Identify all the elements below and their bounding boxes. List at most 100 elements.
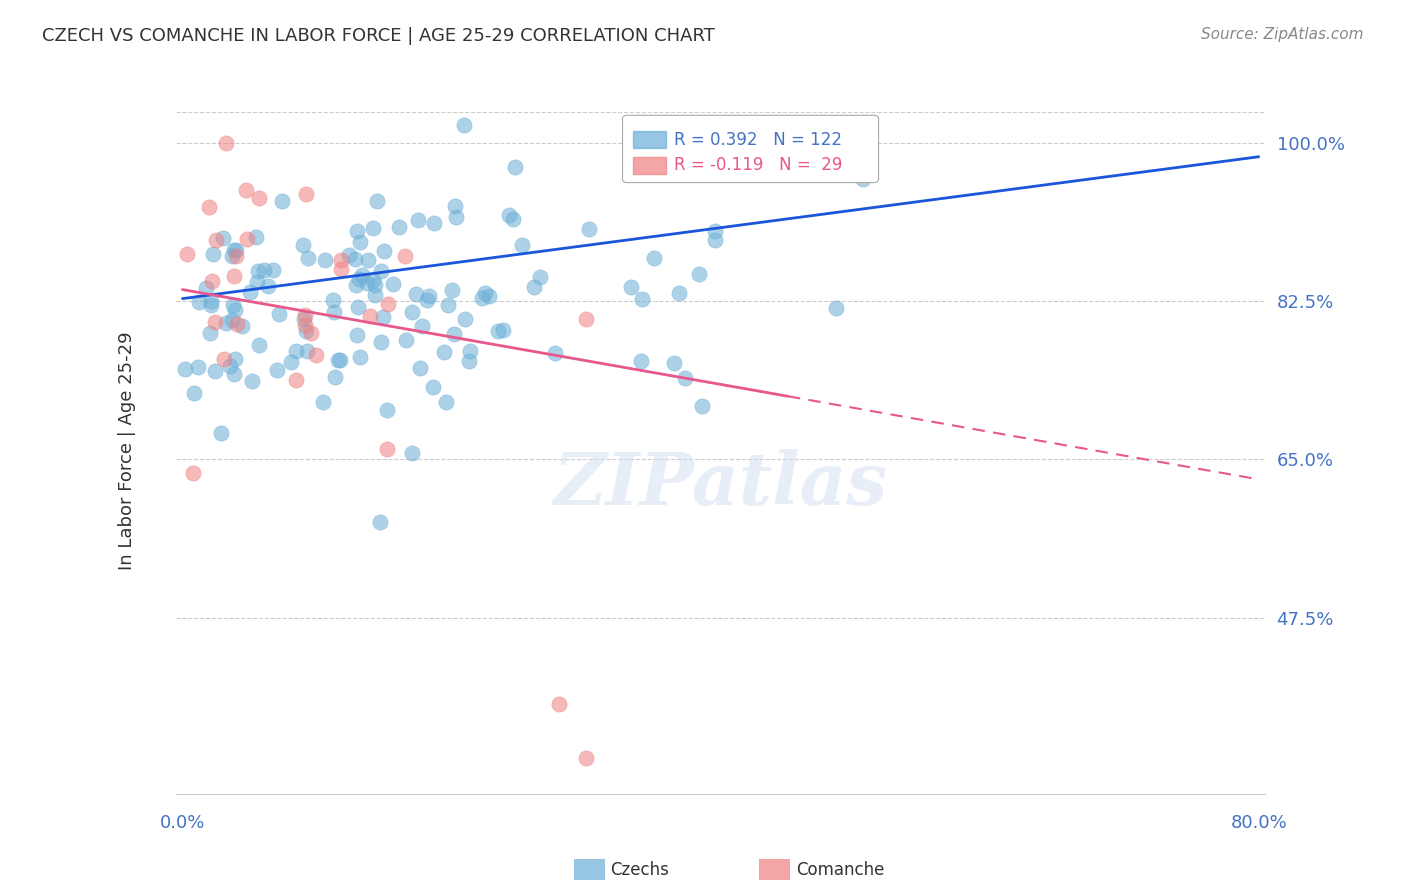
Point — [370, 264, 392, 278]
Point — [377, 297, 399, 311]
Point — [474, 285, 496, 300]
Point — [422, 380, 444, 394]
Point — [271, 194, 294, 208]
Point — [503, 160, 526, 174]
Point — [401, 305, 423, 319]
Point — [444, 199, 467, 213]
FancyBboxPatch shape — [623, 115, 879, 183]
Bar — [759, 859, 790, 880]
Point — [409, 361, 432, 376]
Point — [361, 273, 384, 287]
Text: ZIPatlas: ZIPatlas — [554, 450, 887, 520]
Point — [221, 249, 243, 263]
Point — [357, 253, 380, 268]
Point — [643, 251, 665, 265]
Point — [630, 354, 652, 368]
Point — [284, 344, 307, 359]
Point — [200, 294, 222, 309]
Text: Source: ZipAtlas.com: Source: ZipAtlas.com — [1201, 27, 1364, 42]
Point — [703, 233, 725, 247]
Point — [824, 301, 846, 315]
Point — [322, 305, 344, 319]
Point — [443, 327, 465, 342]
Point — [349, 235, 371, 249]
Point — [347, 300, 370, 314]
Point — [267, 308, 290, 322]
Point — [245, 230, 267, 244]
Point — [458, 354, 481, 368]
Point — [394, 249, 416, 263]
Point — [548, 697, 571, 711]
Point — [212, 351, 235, 366]
Point — [371, 310, 394, 325]
Point — [215, 136, 238, 151]
Point — [453, 118, 475, 132]
Point — [252, 263, 274, 277]
Point — [349, 350, 371, 364]
Point — [174, 362, 197, 376]
Point — [347, 272, 370, 286]
Point — [620, 279, 643, 293]
Point — [200, 298, 222, 312]
Point — [209, 425, 232, 440]
Point — [236, 232, 259, 246]
Point — [262, 263, 284, 277]
Point — [471, 291, 494, 305]
Point — [688, 267, 710, 281]
Point — [478, 289, 501, 303]
Point — [460, 344, 482, 359]
Point — [235, 183, 257, 197]
Text: R = 0.392   N = 122: R = 0.392 N = 122 — [673, 131, 842, 149]
Point — [195, 281, 218, 295]
Bar — [633, 131, 666, 148]
Point — [575, 312, 598, 326]
Point — [224, 243, 246, 257]
Point — [423, 215, 446, 229]
Point — [202, 247, 225, 261]
Point — [200, 326, 222, 340]
Point — [247, 263, 270, 277]
Point — [433, 344, 456, 359]
Point — [330, 253, 353, 268]
Text: 80.0%: 80.0% — [1230, 814, 1286, 831]
Point — [578, 221, 600, 235]
Point — [492, 323, 515, 337]
Point — [529, 269, 551, 284]
Point — [346, 224, 368, 238]
Text: In Labor Force | Age 25-29: In Labor Force | Age 25-29 — [118, 331, 136, 570]
Point — [218, 359, 240, 373]
Point — [692, 399, 714, 413]
Point — [416, 293, 439, 307]
Point — [852, 172, 875, 186]
Point — [406, 213, 429, 227]
Point — [454, 312, 477, 326]
Point — [225, 249, 247, 263]
Point — [280, 355, 302, 369]
Point — [366, 194, 388, 209]
Point — [401, 445, 423, 459]
Point — [363, 287, 385, 301]
Point — [256, 278, 278, 293]
Point — [224, 367, 246, 381]
Point — [204, 364, 226, 378]
Point — [204, 315, 226, 329]
Point — [323, 369, 346, 384]
Text: Comanche: Comanche — [796, 861, 884, 879]
Point — [344, 252, 367, 266]
Point — [436, 298, 458, 312]
Point — [198, 200, 221, 214]
Point — [356, 276, 378, 290]
Point — [486, 324, 509, 338]
Point — [544, 346, 567, 360]
Point — [294, 318, 316, 332]
Point — [498, 208, 520, 222]
Point — [523, 279, 546, 293]
Point — [630, 292, 652, 306]
Point — [297, 343, 319, 358]
Point — [370, 515, 392, 529]
Point — [395, 334, 418, 348]
Point — [364, 278, 387, 293]
Point — [294, 309, 316, 323]
Point — [344, 278, 367, 293]
Point — [510, 238, 533, 252]
